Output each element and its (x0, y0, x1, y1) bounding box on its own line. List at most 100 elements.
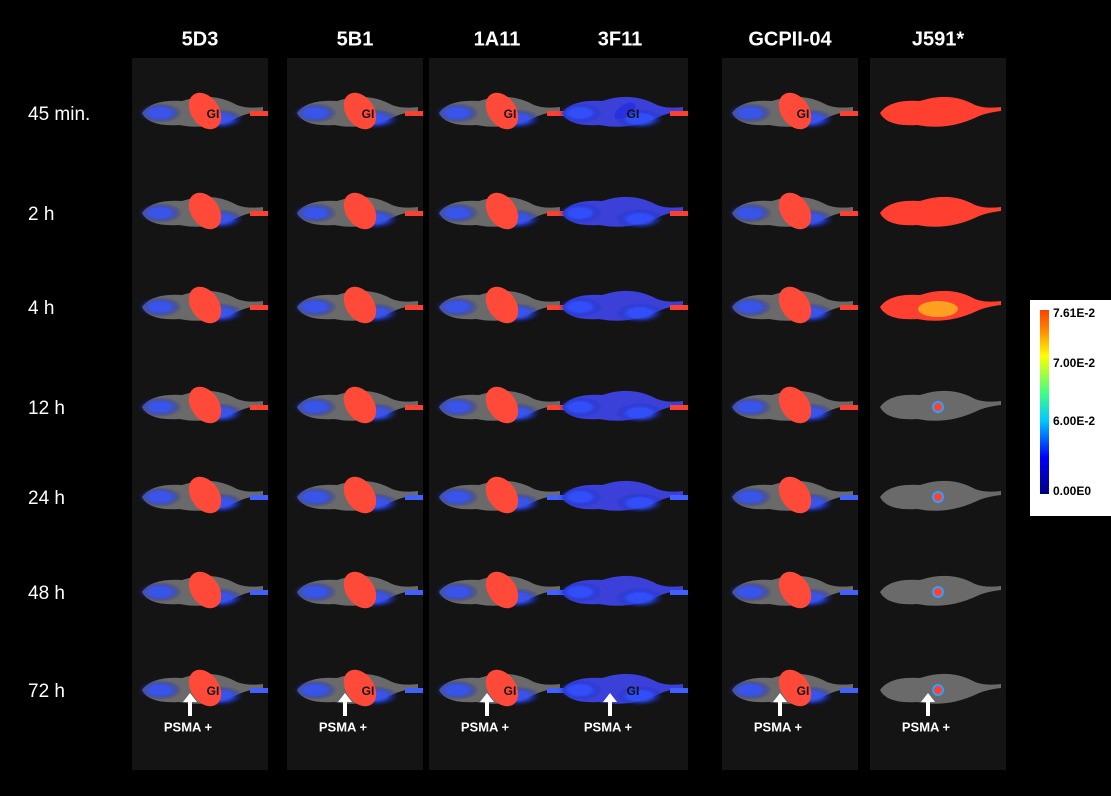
tail-signal (250, 305, 268, 310)
signal-glow (293, 203, 337, 223)
organ-label: GI (797, 684, 810, 698)
colorbar-label: 7.61E-2 (1053, 306, 1095, 320)
tail-signal (250, 405, 268, 410)
tail-signal (840, 495, 858, 500)
signal-glow (435, 103, 479, 123)
signal-glow (558, 680, 602, 700)
signal-glow (558, 203, 602, 223)
row-label: 2 h (28, 204, 54, 225)
tail-signal (405, 688, 423, 693)
tail-signal (405, 111, 423, 116)
colorbar-label: 7.00E-2 (1053, 356, 1095, 370)
signal-glow (558, 397, 602, 417)
column-header: GCPII-04 (748, 28, 832, 50)
signal-glow (435, 203, 479, 223)
signal-glow (728, 680, 772, 700)
signal-glow (435, 487, 479, 507)
signal-glow (293, 487, 337, 507)
signal-glow (616, 403, 664, 423)
signal-glow (293, 397, 337, 417)
tail-signal (405, 305, 423, 310)
tail-signal (670, 111, 688, 116)
colorbar-gradient (1040, 310, 1049, 494)
signal-glow (728, 487, 772, 507)
tail-signal (405, 590, 423, 595)
tail-signal (250, 495, 268, 500)
tail-signal (670, 211, 688, 216)
tail-signal (670, 405, 688, 410)
signal-glow (616, 209, 664, 229)
hot-spot (933, 402, 943, 412)
organ-label: GI (504, 684, 517, 698)
tail-signal (840, 405, 858, 410)
tail-signal (250, 111, 268, 116)
signal-glow (138, 203, 182, 223)
tail-signal (840, 688, 858, 693)
signal-glow (728, 203, 772, 223)
signal-glow (728, 297, 772, 317)
target-label: PSMA + (902, 719, 951, 734)
organ-label: GI (207, 107, 220, 121)
tail-signal (405, 405, 423, 410)
hot-spot (933, 685, 943, 695)
signal-glow (435, 297, 479, 317)
signal-glow (558, 103, 602, 123)
tail-signal (840, 305, 858, 310)
signal-glow (293, 680, 337, 700)
column-header: J591* (912, 28, 964, 50)
signal-glow (293, 103, 337, 123)
organ-label: GI (207, 684, 220, 698)
signal-glow (138, 487, 182, 507)
signal-glow (616, 303, 664, 323)
tail-signal (670, 688, 688, 693)
signal-glow (616, 493, 664, 513)
target-label: PSMA + (164, 719, 213, 734)
tail-signal (405, 211, 423, 216)
colorbar-label: 0.00E0 (1053, 484, 1091, 498)
row-label: 45 min. (28, 104, 90, 125)
signal-glow (293, 297, 337, 317)
organ-label: GI (362, 107, 375, 121)
row-label: 48 h (28, 583, 65, 604)
signal-glow (138, 680, 182, 700)
tail-signal (840, 590, 858, 595)
colorbar-label: 6.00E-2 (1053, 414, 1095, 428)
signal-glow (728, 397, 772, 417)
figure: 5D3 5B1 1A11 3F11 GCPII-04 J591* 45 min. GI GI GI… (0, 0, 1111, 796)
row-label: 72 h (28, 681, 65, 702)
tail-signal (840, 211, 858, 216)
signal-glow (435, 680, 479, 700)
hot-spot (918, 301, 958, 317)
signal-glow (558, 297, 602, 317)
column-header: 1A11 (474, 28, 521, 50)
signal-glow (138, 297, 182, 317)
tail-signal (405, 495, 423, 500)
organ-label: GI (504, 107, 517, 121)
hot-spot (933, 587, 943, 597)
signal-glow (138, 582, 182, 602)
tail-signal (250, 688, 268, 693)
row-label: 4 h (28, 298, 54, 319)
organ-label: GI (362, 684, 375, 698)
column-header: 5B1 (337, 28, 374, 50)
signal-glow (138, 397, 182, 417)
signal-glow (138, 103, 182, 123)
organ-label: GI (797, 107, 810, 121)
target-label: PSMA + (461, 719, 510, 734)
tail-signal (250, 590, 268, 595)
tail-signal (670, 305, 688, 310)
signal-glow (616, 588, 664, 608)
signal-glow (558, 487, 602, 507)
target-label: PSMA + (754, 719, 803, 734)
signal-glow (616, 686, 664, 706)
hot-spot (933, 492, 943, 502)
column-header: 3F11 (598, 28, 642, 50)
signal-glow (293, 582, 337, 602)
column-header: 5D3 (182, 28, 219, 50)
tail-signal (840, 111, 858, 116)
signal-glow (435, 397, 479, 417)
signal-glow (435, 582, 479, 602)
tail-signal (250, 211, 268, 216)
target-label: PSMA + (319, 719, 368, 734)
signal-glow (558, 582, 602, 602)
